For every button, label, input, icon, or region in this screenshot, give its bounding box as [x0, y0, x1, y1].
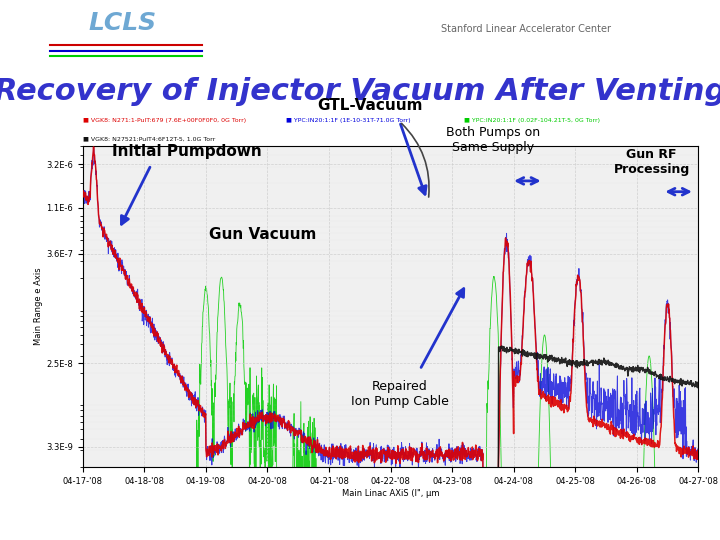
Text: Gun RF
Processing: Gun RF Processing [613, 148, 690, 176]
Text: May 14, 2008: May 14, 2008 [14, 497, 100, 510]
Y-axis label: Main Range e Axis: Main Range e Axis [35, 268, 43, 345]
Text: Initial Pumpdown: Initial Pumpdown [112, 144, 261, 159]
Text: 16: 16 [352, 508, 368, 521]
Text: ■ VGK8: N271:1-PulT:679 (7.6E+00F0F0F0, 0G Torr): ■ VGK8: N271:1-PulT:679 (7.6E+00F0F0F0, … [83, 118, 246, 123]
X-axis label: Main Linac AXiS (I", μm: Main Linac AXiS (I", μm [342, 489, 439, 497]
Text: ■ VGK8: N27521:PulT4:6F12T-5, 1.0G Torr: ■ VGK8: N27521:PulT4:6F12T-5, 1.0G Torr [83, 136, 215, 141]
Text: Gun Vacuum: Gun Vacuum [209, 227, 317, 242]
Text: ■ YPC:IN20:1:1F (0.02F-104.21T-5, 0G Torr): ■ YPC:IN20:1:1F (0.02F-104.21T-5, 0G Tor… [464, 118, 600, 123]
Text: Recovery of Injector Vacuum After Venting: Recovery of Injector Vacuum After Ventin… [0, 77, 720, 106]
Text: ■ YPC:IN20:1:1F (1E-10-31T-71.0G Torr): ■ YPC:IN20:1:1F (1E-10-31T-71.0G Torr) [286, 118, 410, 123]
Text: Stanford Linear Accelerator Center: Stanford Linear Accelerator Center [441, 24, 611, 34]
Text: David Dowell: David Dowell [623, 497, 706, 510]
Text: dowell@slac.stanford.edu: dowell@slac.stanford.edu [544, 522, 706, 535]
Text: GTL-Vacuum: GTL-Vacuum [317, 98, 423, 113]
Text: Repaired
Ion Pump Cable: Repaired Ion Pump Cable [351, 380, 449, 408]
Text: Both Pumps on
Same Supply: Both Pumps on Same Supply [446, 126, 540, 154]
Text: LCLS: LCLS [89, 11, 156, 35]
Text: Experience with RF Guns: Experience with RF Guns [14, 522, 171, 535]
